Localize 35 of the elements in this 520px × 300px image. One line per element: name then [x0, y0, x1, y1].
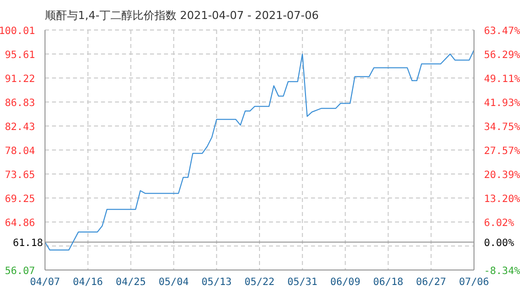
x-tick-label: 05/13 [202, 277, 232, 288]
y2-tick-label: 27.57% [484, 146, 520, 157]
y-tick-label: 91.22 [4, 74, 35, 86]
x-tick-label: 05/22 [244, 277, 275, 288]
y-tick-label: 78.04 [4, 146, 35, 157]
x-tick-label: 06/18 [373, 277, 404, 288]
chart-title: 顺酐与1,4-丁二醇比价指数 2021-04-07 - 2021-07-06 [45, 8, 319, 23]
x-tick-label: 04/25 [116, 277, 146, 288]
x-tick-label: 06/09 [330, 277, 360, 288]
y2-tick-label: 63.47% [484, 26, 520, 37]
y2-tick-label: 49.11% [484, 74, 520, 85]
y-tick-label: 95.61 [4, 50, 35, 62]
y-tick-label: 64.86 [4, 218, 35, 229]
y-tick-label: 69.25 [4, 194, 35, 206]
line-series [45, 49, 474, 251]
x-tick-label: 05/04 [158, 277, 189, 288]
y2-tick-label: 41.93% [484, 98, 520, 109]
y2-tick-label: 56.29% [484, 50, 520, 61]
y-tick-label: 86.83 [4, 98, 35, 109]
y2-tick-label: -8.34% [484, 266, 520, 277]
x-tick-label: 07/06 [458, 277, 490, 288]
y-tick-label: 56.07 [4, 266, 35, 277]
y2-tick-label: 20.39% [484, 170, 520, 181]
x-tick-label: 06/27 [416, 277, 446, 288]
y-tick-label: 82.43 [4, 122, 35, 134]
x-tick-label: 04/16 [72, 277, 103, 288]
y2-tick-label: 6.02% [484, 218, 514, 230]
y-tick-label: 100.01 [0, 26, 35, 37]
y2-tick-label: 34.75% [484, 122, 520, 133]
y-tick-label: 73.65 [4, 170, 35, 181]
y2-tick-label: 13.20% [484, 194, 520, 206]
x-tick-label: 04/07 [30, 277, 60, 288]
y2-tick-label: 0.00% [484, 238, 514, 250]
x-tick-label: 05/31 [287, 277, 318, 288]
ref-line-label: 61.18 [12, 238, 43, 250]
